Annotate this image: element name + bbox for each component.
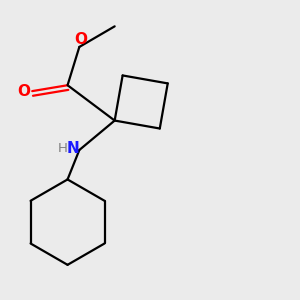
Text: O: O <box>74 32 87 47</box>
Text: O: O <box>17 84 30 99</box>
Text: N: N <box>67 141 80 156</box>
Text: H: H <box>58 142 68 155</box>
